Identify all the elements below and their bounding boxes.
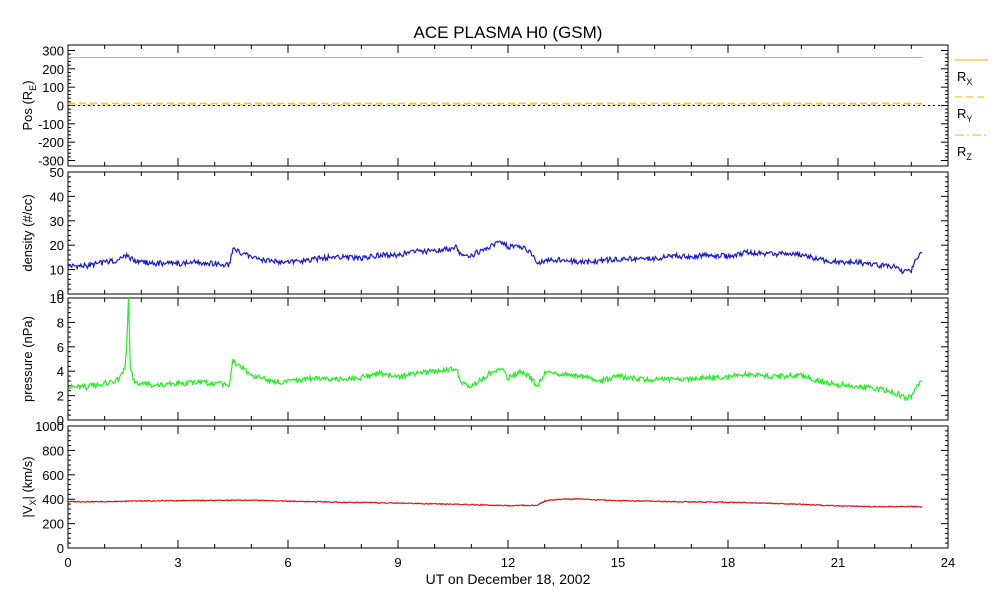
chart-title: ACE PLASMA H0 (GSM) — [414, 23, 603, 42]
panel-vx: 0 200 400 600 800 1000 |VX| (km/s) 0 3 6 9 12 15 18 21… — [20, 419, 955, 570]
y-tick-label-vx: 800 — [42, 443, 64, 458]
panel-frame-density — [67, 171, 949, 295]
y-tick-label-pos: -100 — [38, 117, 64, 132]
y-axis-label-pressure: pressure (nPa) — [20, 316, 35, 402]
y-tick-label-density: 50 — [50, 165, 64, 180]
x-axis-label: UT on December 18, 2002 — [426, 571, 591, 587]
y-tick-label-vx: 600 — [42, 468, 64, 483]
legend-label-y: RY — [957, 106, 972, 124]
x-tick-label: 0 — [64, 555, 71, 570]
y-tick-label-pos: -300 — [38, 154, 64, 169]
y-axis-label-density: density (#/cc) — [20, 194, 35, 271]
y-tick-label-pos: -200 — [38, 135, 64, 150]
x-tick-label: 12 — [501, 555, 515, 570]
y-tick-label-density: 40 — [50, 189, 64, 204]
panel-pressure: 0 2 4 6 8 10 pressure (nPa) — [20, 291, 949, 428]
y-tick-label-pressure: 2 — [57, 389, 64, 404]
series-line-vx — [67, 497, 923, 508]
y-tick-label-pos: 300 — [42, 44, 64, 59]
y-tick-label-pressure: 6 — [57, 340, 64, 355]
y-tick-label-density: 10 — [50, 263, 64, 278]
y-tick-label-pressure: 0 — [57, 413, 64, 428]
y-tick-label-vx: 0 — [57, 541, 64, 556]
x-tick-label: 21 — [831, 555, 845, 570]
y-tick-label-vx: 1000 — [35, 419, 64, 434]
legend-label-z: RZ — [957, 144, 972, 162]
y-axis-label-pos: Pos (RE) — [20, 80, 38, 130]
x-tick-label: 9 — [394, 555, 401, 570]
y-tick-label-pos: 100 — [42, 80, 64, 95]
legend-label-x: RX — [957, 69, 972, 87]
panel-frame-vx — [67, 425, 949, 549]
panel-pos: -300 -200 -100 0 100 200 300 Pos (RE) RX RY RZ — [20, 44, 988, 169]
y-tick-label-pressure: 4 — [57, 364, 64, 379]
series-line-pressure — [67, 297, 923, 402]
x-tick-label: 15 — [611, 555, 625, 570]
y-tick-label-pressure: 8 — [57, 315, 64, 330]
x-tick-label: 6 — [284, 555, 291, 570]
x-tick-label: 24 — [941, 555, 955, 570]
panel-density: 0 10 20 30 40 50 density (#/cc) — [20, 165, 949, 302]
y-tick-label-density: 0 — [57, 287, 64, 302]
y-tick-label-pos: 200 — [42, 62, 64, 77]
y-tick-label-pos: 0 — [57, 99, 64, 114]
y-tick-label-vx: 400 — [42, 492, 64, 507]
y-tick-label-vx: 200 — [42, 517, 64, 532]
y-tick-label-density: 20 — [50, 238, 64, 253]
panel-frame-pressure — [67, 297, 949, 421]
y-axis-label-vx: |VX| (km/s) — [20, 456, 38, 517]
y-tick-label-density: 30 — [50, 214, 64, 229]
y-tick-label-pressure: 10 — [50, 291, 64, 306]
x-tick-label: 18 — [721, 555, 735, 570]
series-line-density — [67, 240, 923, 275]
x-tick-label: 3 — [174, 555, 181, 570]
